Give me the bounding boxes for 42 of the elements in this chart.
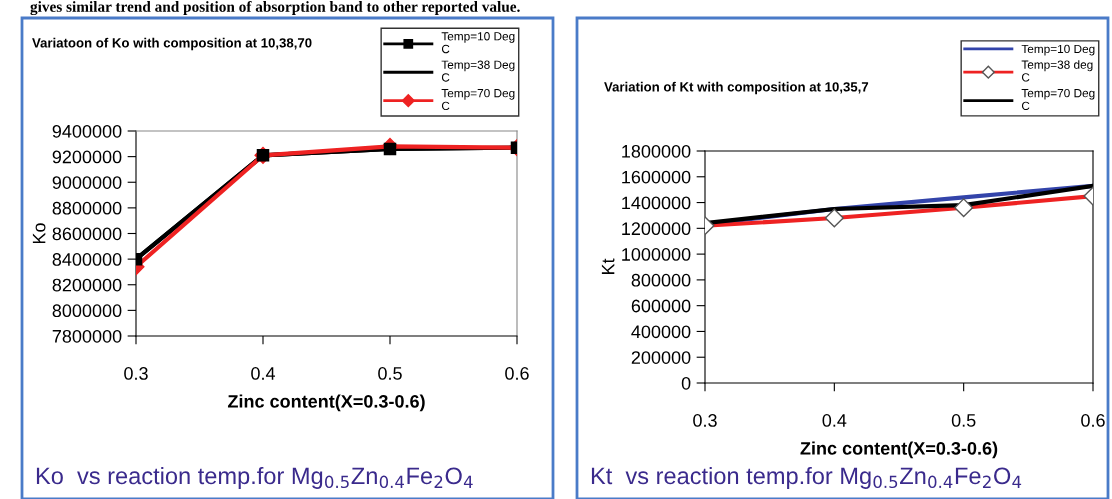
legend-label: Temp=38 deg C <box>1021 60 1093 82</box>
x-tick-label: 0.4 <box>822 414 847 427</box>
x-axis-title: Zinc content(X=0.3-0.6) <box>227 394 425 412</box>
y-tick-label: 1400000 <box>622 196 691 210</box>
y-tick-label: 800000 <box>631 273 691 287</box>
legend-label: Temp=70 Deg C <box>1021 88 1095 110</box>
y-tick-label: 8400000 <box>52 253 122 266</box>
y-tick-label: 200000 <box>631 351 691 364</box>
x-tick-label: 0.3 <box>693 414 717 427</box>
text: Ko vs reaction temp.for Mg$_{0.5}$Zn$_{0.4}$Fe$_{2}$O$_{4}$ <box>36 466 473 489</box>
y-tick-label: 0 <box>681 376 691 390</box>
y-tick-label: 9400000 <box>52 124 122 138</box>
legend-label: Temp=10 Deg C <box>441 32 515 54</box>
y-axis-title: Ko <box>32 223 46 244</box>
y-tick-label: 7800000 <box>52 329 122 343</box>
y-tick-label: 1800000 <box>622 144 691 158</box>
x-tick-label: 0.5 <box>378 367 402 380</box>
text: Kt vs reaction temp.for Mg$_{0.5}$Zn$_{0.4}$Fe$_{2}$O$_{4}$ <box>591 466 1022 489</box>
y-tick-label: 8800000 <box>52 201 122 215</box>
x-tick-label: 0.3 <box>124 367 148 380</box>
y-tick-label: 1200000 <box>622 222 691 236</box>
chart-title: Variation of Kt with composition at 10,35,7 <box>604 81 869 95</box>
y-tick-label: 8000000 <box>52 304 122 318</box>
y-tick-label: 1000000 <box>622 248 691 261</box>
y-tick-label: 9000000 <box>52 176 122 189</box>
x-axis-title: Zinc content(X=0.3-0.6) <box>800 441 998 459</box>
x-tick-label: 0.4 <box>251 367 276 380</box>
y-axis-title: Kt <box>601 258 615 275</box>
x-tick-label: 0.5 <box>951 414 976 427</box>
chart-title: Variatoon of Ko with composition at 10,38,70 <box>32 37 312 51</box>
text: gives similar trend and position of absorption band to other reported value. <box>30 0 520 16</box>
y-tick-label: 600000 <box>631 299 691 313</box>
y-tick-label: 8600000 <box>52 227 122 241</box>
x-tick-label: 0.6 <box>505 367 529 380</box>
y-tick-label: 8200000 <box>52 278 122 292</box>
legend-label: Temp=38 Deg C <box>441 60 515 82</box>
y-tick-label: 9200000 <box>52 150 122 164</box>
y-tick-label: 400000 <box>631 325 691 339</box>
legend-label: Temp=10 Deg <box>1021 44 1095 56</box>
y-tick-label: 1600000 <box>622 170 691 184</box>
legend-label: Temp=70 Deg C <box>441 88 515 111</box>
x-tick-label: 0.6 <box>1081 414 1105 427</box>
